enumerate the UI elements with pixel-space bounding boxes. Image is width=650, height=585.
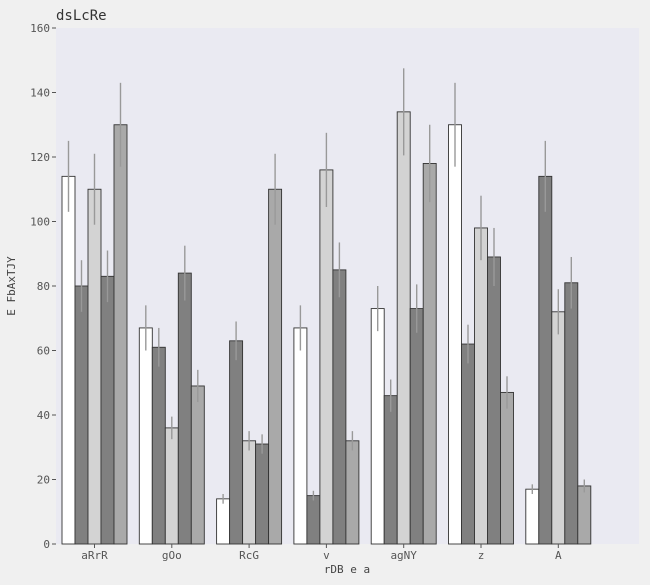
bar-agNY-s3 [396, 111, 411, 545]
y-axis: 0 20 40 60 80 100 120 140 160 [30, 22, 56, 551]
x-tick-label: aRrR [81, 549, 108, 562]
bar-v-s4 [332, 269, 347, 545]
bars-layer [61, 111, 592, 545]
y-tick-label: 160 [30, 22, 50, 35]
x-tick-label: agNY [390, 549, 417, 562]
bar-z-s4 [487, 256, 501, 545]
bar-v-s5 [345, 440, 360, 545]
x-tick-label: gOo [162, 549, 182, 562]
bar-RcG-s3 [242, 440, 257, 545]
bar-v-s3 [319, 169, 334, 545]
x-tick-label: z [478, 549, 485, 562]
error-bars-layer [67, 68, 585, 504]
bar-z-s2 [461, 343, 475, 545]
bar-z-s3 [474, 227, 488, 545]
x-tick-label: RcG [239, 549, 259, 562]
bar-aRrR-s3 [87, 188, 102, 545]
bar-gOo-s5 [190, 385, 205, 545]
bar-gOo-s3 [164, 427, 179, 545]
y-axis-label: E FbAxTJY [5, 256, 18, 316]
bar-A-s2 [538, 175, 553, 545]
bar-agNY-s2 [383, 395, 398, 545]
bar-agNY-s1 [370, 308, 385, 545]
bar-RcG-s4 [255, 443, 270, 545]
bar-z-s5 [500, 391, 514, 545]
bar-RcG-s5 [268, 188, 283, 545]
y-tick-label: 120 [30, 151, 50, 164]
bar-aRrR-s1 [61, 175, 76, 545]
bar-aRrR-s2 [74, 285, 89, 545]
x-tick-label: v [323, 549, 330, 562]
y-tick-label: 140 [30, 87, 50, 100]
y-tick-label: 60 [37, 345, 50, 358]
bar-v-s2 [306, 495, 321, 545]
bar-A-s3 [551, 311, 566, 545]
y-tick-label: 100 [30, 216, 50, 229]
y-tick-label: 0 [43, 538, 50, 551]
x-axis-label: rDB e a [324, 563, 370, 576]
bar-RcG-s2 [229, 340, 244, 545]
bar-gOo-s1 [138, 327, 153, 545]
bar-RcG-s1 [216, 498, 231, 545]
bar-agNY-s4 [409, 308, 424, 545]
bar-agNY-s5 [422, 162, 437, 545]
bar-A-s5 [577, 485, 592, 545]
bar-gOo-s4 [177, 272, 192, 545]
bar-z-s1 [448, 124, 462, 545]
bar-aRrR-s5 [113, 124, 128, 545]
x-tick-label: A [555, 549, 562, 562]
bar-A-s1 [525, 488, 540, 545]
y-tick-label: 40 [37, 409, 50, 422]
x-axis: aRrR gOo RcG v agNY z A [81, 544, 562, 562]
bar-A-s4 [564, 282, 579, 545]
bar-aRrR-s4 [100, 275, 115, 545]
y-tick-label: 20 [37, 474, 50, 487]
bar-v-s1 [293, 327, 308, 545]
chart-title: dsLcRe [56, 8, 107, 24]
y-tick-label: 80 [37, 280, 50, 293]
bar-gOo-s2 [151, 346, 166, 545]
